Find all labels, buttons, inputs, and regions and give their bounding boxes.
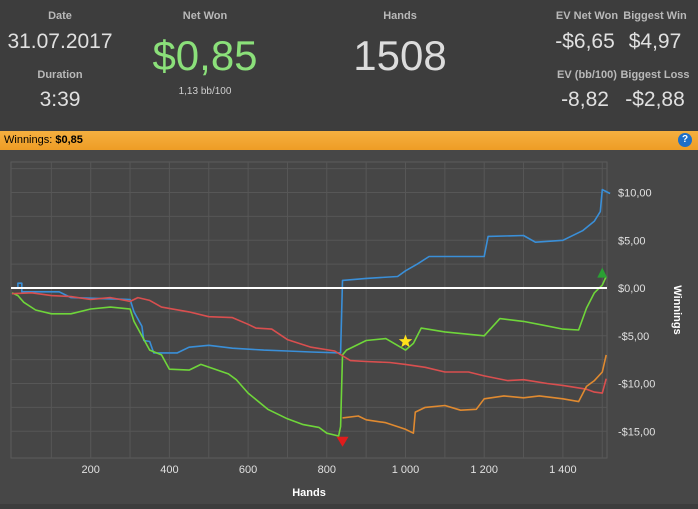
min-marker: [336, 436, 349, 447]
y-tick-label: -$15,00: [618, 426, 655, 438]
hands-value: 1508: [353, 32, 447, 79]
date-value: 31.07.2017: [7, 30, 113, 53]
x-tick-label: 1 000: [392, 464, 420, 476]
ev-net-won-value: -$6,65: [555, 30, 615, 53]
series-line-3: [11, 292, 607, 394]
star-marker: [398, 334, 413, 348]
winnings-chart: 200 400 600 800 1 000 1 200 1 400 $10,00 $5,00 $0…: [10, 161, 683, 499]
winnings-bar-value: $0,85: [55, 134, 83, 146]
max-marker: [597, 267, 608, 278]
y-axis-title: Winnings: [671, 285, 683, 334]
y-tick-label: -$10,00: [618, 379, 655, 391]
chart-area: 200 400 600 800 1 000 1 200 1 400 $10,00 $5,00 $0…: [0, 150, 698, 504]
biggest-win-value: $4,97: [628, 30, 682, 53]
winnings-bar: Winnings: $0,85 ?: [0, 131, 698, 150]
duration-label: Duration: [37, 69, 83, 81]
y-tick-label: $5,00: [618, 235, 646, 247]
x-tick-label: 1 200: [470, 464, 498, 476]
plot-area: [10, 161, 608, 459]
series-line-4: [342, 354, 607, 435]
y-tick-label: -$5,00: [618, 331, 649, 343]
x-tick-label: 800: [318, 464, 336, 476]
winnings-bar-label: Winnings:: [4, 134, 53, 146]
stats-panel: Date 31.07.2017 Duration 3:39 Net Won $0…: [0, 0, 698, 131]
ev-net-won-label: EV Net Won: [555, 10, 619, 22]
net-won-sub: 1,13 bb/100: [178, 86, 232, 97]
y-tick-label: $10,00: [618, 188, 652, 200]
x-tick-label: 1 400: [549, 464, 577, 476]
help-icon[interactable]: ?: [678, 133, 692, 147]
date-label: Date: [48, 10, 72, 22]
x-tick-label: 200: [82, 464, 100, 476]
x-tick-label: 600: [239, 464, 257, 476]
x-axis-title: Hands: [292, 487, 326, 499]
x-tick-label: 400: [160, 464, 178, 476]
biggest-loss-value: -$2,88: [625, 88, 685, 111]
y-tick-label: $0,00: [618, 283, 646, 295]
biggest-loss-label: Biggest Loss: [620, 69, 690, 81]
duration-value: 3:39: [39, 88, 81, 111]
ev-bb-label: EV (bb/100): [557, 69, 617, 81]
net-won-label: Net Won: [182, 10, 228, 22]
series-line-2: [11, 276, 607, 437]
net-won-value: $0,85: [152, 32, 258, 79]
series-line-1: [12, 188, 611, 354]
biggest-win-label: Biggest Win: [623, 10, 687, 22]
ev-bb-value: -8,82: [561, 88, 609, 111]
hands-label: Hands: [383, 10, 417, 22]
